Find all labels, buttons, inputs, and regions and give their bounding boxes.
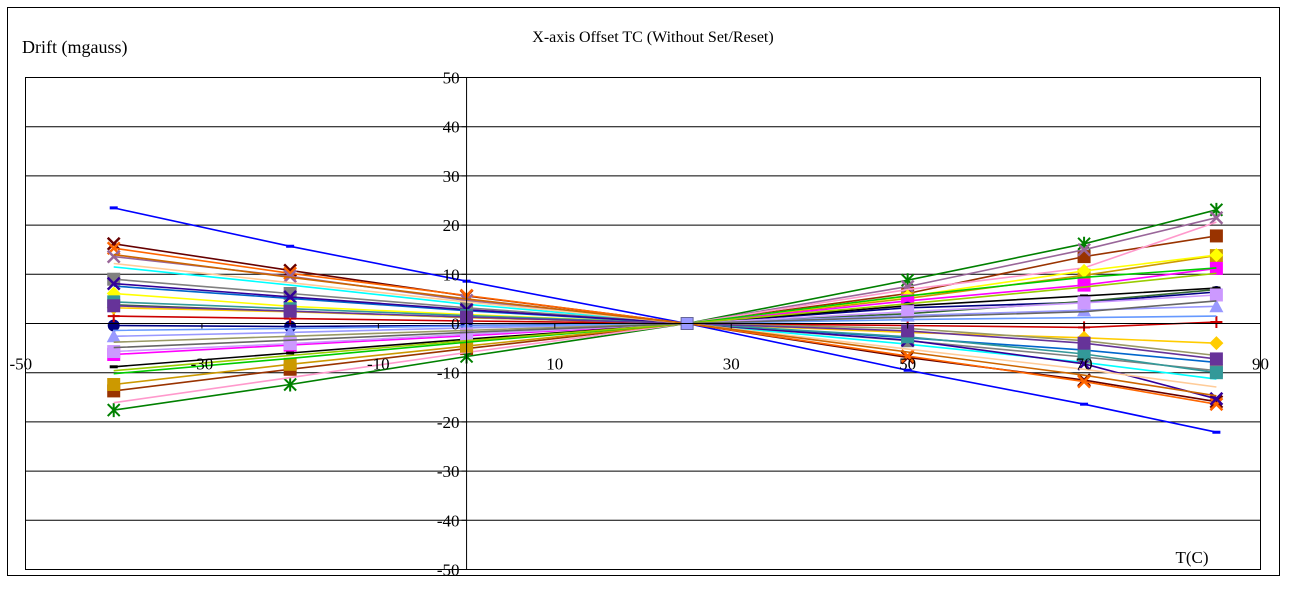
data-point [1209,352,1223,366]
x-tick-label: -30 [191,355,214,374]
x-tick-label: -10 [367,355,390,374]
data-point [1209,397,1224,412]
data-point [1209,248,1224,263]
x-tick-label: 30 [723,355,740,374]
data-point [1077,242,1091,257]
data-point [286,351,295,355]
data-point [1212,286,1221,290]
y-tick-label: 0 [451,315,460,334]
data-point [1209,299,1224,313]
data-point [106,249,121,264]
data-point [1080,402,1089,406]
data-point [1209,229,1223,243]
data-point [1080,294,1089,298]
data-point [107,299,121,313]
data-point [286,244,295,248]
y-tick-label: 40 [443,118,460,137]
data-point [283,357,297,371]
x-tick-label: 90 [1252,355,1269,374]
data-point [903,368,912,372]
x-tick-label: -50 [10,355,33,374]
y-tick-label: -40 [437,511,460,530]
data-point [901,305,915,319]
data-point [1209,336,1224,351]
y-tick-label: 30 [443,167,460,186]
data-point [283,304,297,318]
data-point [1210,316,1223,329]
x-tick-label: 10 [546,355,563,374]
x-tick-label: 50 [899,355,916,374]
data-point [283,269,298,284]
chart-title: X-axis Offset TC (Without Set/Reset) [532,29,773,46]
data-point [1077,278,1091,292]
data-point [106,329,121,343]
y-tick-label: -20 [437,413,460,432]
data-point [1077,296,1091,310]
data-point [1209,288,1223,302]
data-point [109,365,118,369]
data-point [283,377,297,392]
x-axis-label: T(C) [1175,548,1208,567]
y-tick-label: 50 [443,69,460,88]
y-tick-label: -10 [437,364,460,383]
data-point [283,325,298,339]
data-point [283,290,298,304]
data-point [106,236,121,251]
y-tick-label: -30 [437,462,460,481]
data-point [1209,366,1223,380]
data-point [1077,336,1091,350]
data-point [107,345,121,359]
data-point [107,319,120,332]
data-point [1077,374,1091,389]
tick-labels: 50 40 30 20 10 0 -10 -20 -30 -40 -50 -50 -30 -10 10 30 5… [10,69,1270,580]
data-point [1077,303,1092,317]
data-point [109,206,118,210]
y-tick-label: 10 [443,265,460,284]
axes [25,77,1261,570]
data-point [106,276,121,291]
data-point [107,378,121,392]
data-point [1209,210,1224,225]
x-tick-label: 70 [1076,355,1093,374]
data-point [107,403,121,418]
y-tick-label: 20 [443,216,460,235]
data-point [1212,430,1221,434]
y-tick-label: -50 [437,561,460,580]
y-axis-label: Drift (mgauss) [22,37,127,58]
data-point [1077,263,1092,278]
